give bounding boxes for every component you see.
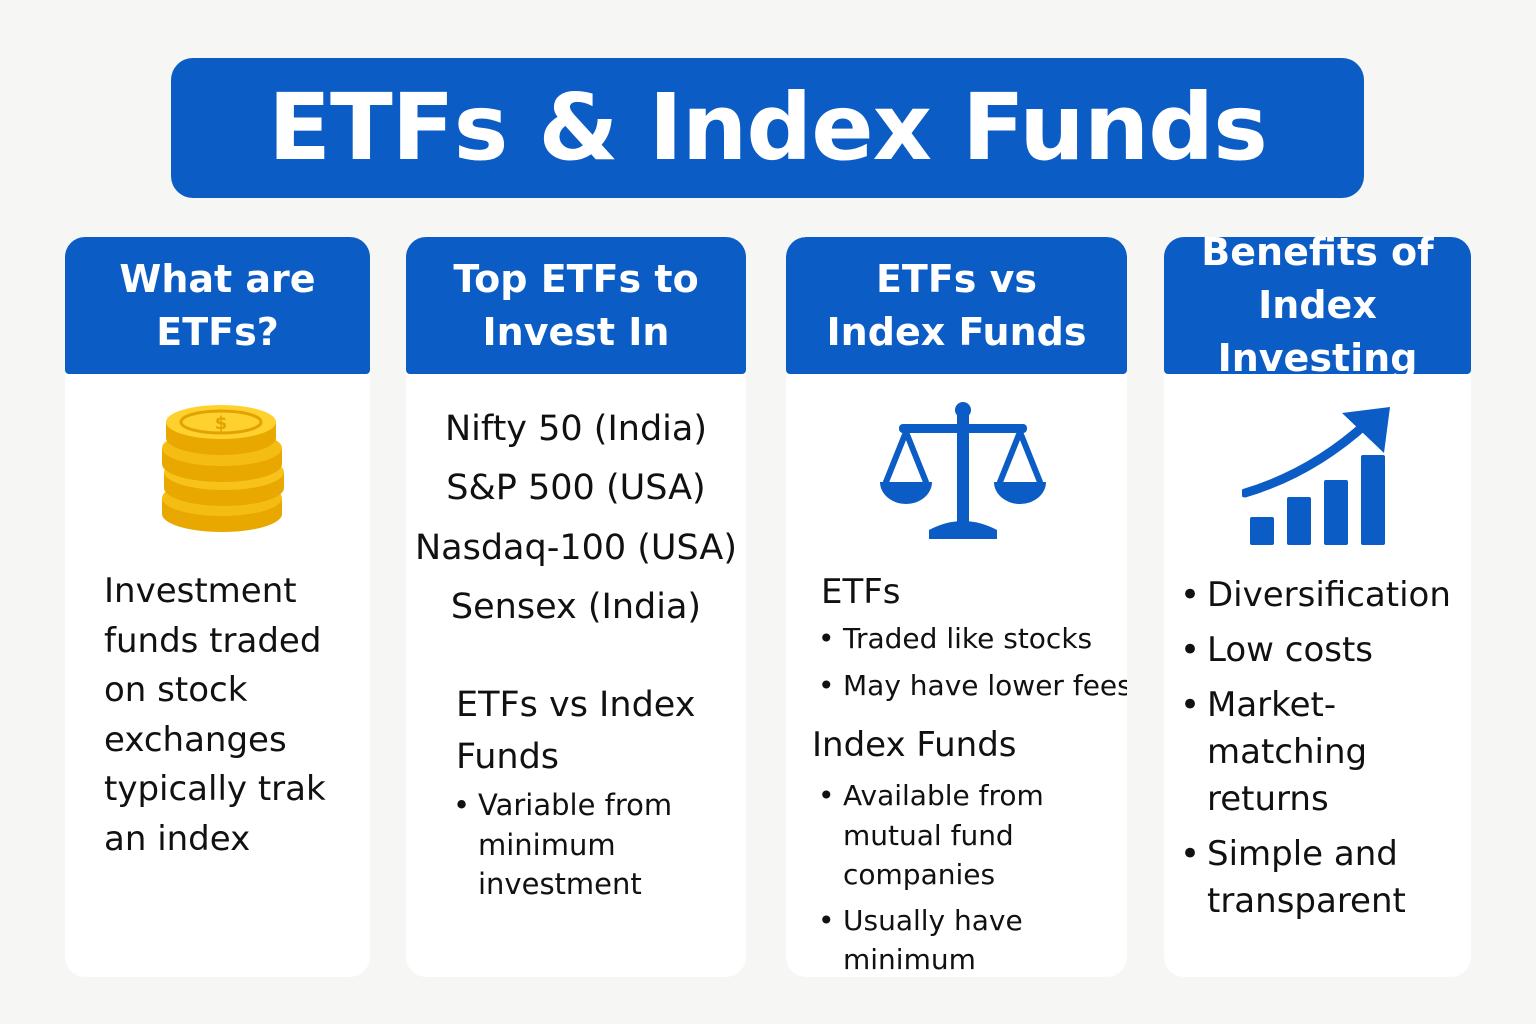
bullet-item: Low costs [1180,627,1467,674]
card-header: ETFs vs Index Funds [786,237,1127,374]
bullet-list: Diversification Low costs Market-matchin… [1180,572,1467,933]
bullet-list: Traded like stocks May have lower fees [818,619,1127,712]
bullet-item: Traded like stocks [818,619,1127,659]
card-what-are-etfs: What are ETFs? $ Investment funds traded… [65,237,370,977]
card-header-line: Benefits of [1201,230,1434,274]
etf-list: Nifty 50 (India) S&P 500 (USA) Nasdaq-10… [406,400,746,637]
section-heading: Index Funds [812,725,1017,765]
bullet-item: Diversification [1180,572,1467,619]
card-header: Benefits of Index Investing [1164,230,1471,380]
bullet-list: Variable from minimum investment [453,786,736,905]
bullet-item: Variable from minimum investment [453,786,736,905]
card-header: Top ETFs to Invest In [406,237,746,374]
card-header-line: What are [119,256,316,301]
etf-item: Nasdaq-100 (USA) [414,527,738,568]
etf-item: Sensex (India) [450,586,702,627]
etf-description: Investment funds traded on stock exchang… [104,571,326,859]
title-banner: ETFs & Index Funds [171,58,1364,198]
subheading: ETFs vs Index Funds [456,679,695,783]
subheading-line: Funds [456,737,560,777]
balance-scale-icon [880,402,1046,539]
card-header-line: ETFs vs [875,256,1038,301]
etf-item: Nifty 50 (India) [444,409,708,449]
card-header: What are ETFs? [65,237,370,374]
card-top-etfs: Top ETFs to Invest In Nifty 50 (India) S… [406,237,746,977]
section-heading: ETFs [821,572,901,612]
svg-text:$: $ [215,413,228,434]
card-header-line: Index Investing [1217,283,1418,380]
bullet-item: Simple and transparent [1180,831,1467,925]
growth-chart-icon [1242,407,1390,545]
card-header-line: Invest In [482,309,670,354]
page-title: ETFs & Index Funds [268,74,1268,181]
card-header-line: Index Funds [826,309,1087,354]
bullet-list: Available from mutual fund companies Usu… [818,776,1127,978]
card-header-line: Top ETFs to [453,256,699,301]
etf-item: S&P 500 (USA) [446,468,706,509]
bullet-item: Available from mutual fund companies [818,776,1127,895]
card-benefits-of-index-investing: Benefits of Index Investing Diversificat… [1164,230,1471,977]
bullet-item: May have lower fees [818,666,1127,706]
card-etfs-vs-index-funds: ETFs vs Index Funds ETFs Traded like sto… [786,237,1127,977]
bullet-item: Market-matching returns [1180,682,1467,823]
bullet-item: Usually have minimum investment [818,901,1127,978]
coin-stack-icon: $ [162,405,284,532]
subheading-line: ETFs vs Index [456,685,696,725]
card-header-line: ETFs? [156,309,279,354]
